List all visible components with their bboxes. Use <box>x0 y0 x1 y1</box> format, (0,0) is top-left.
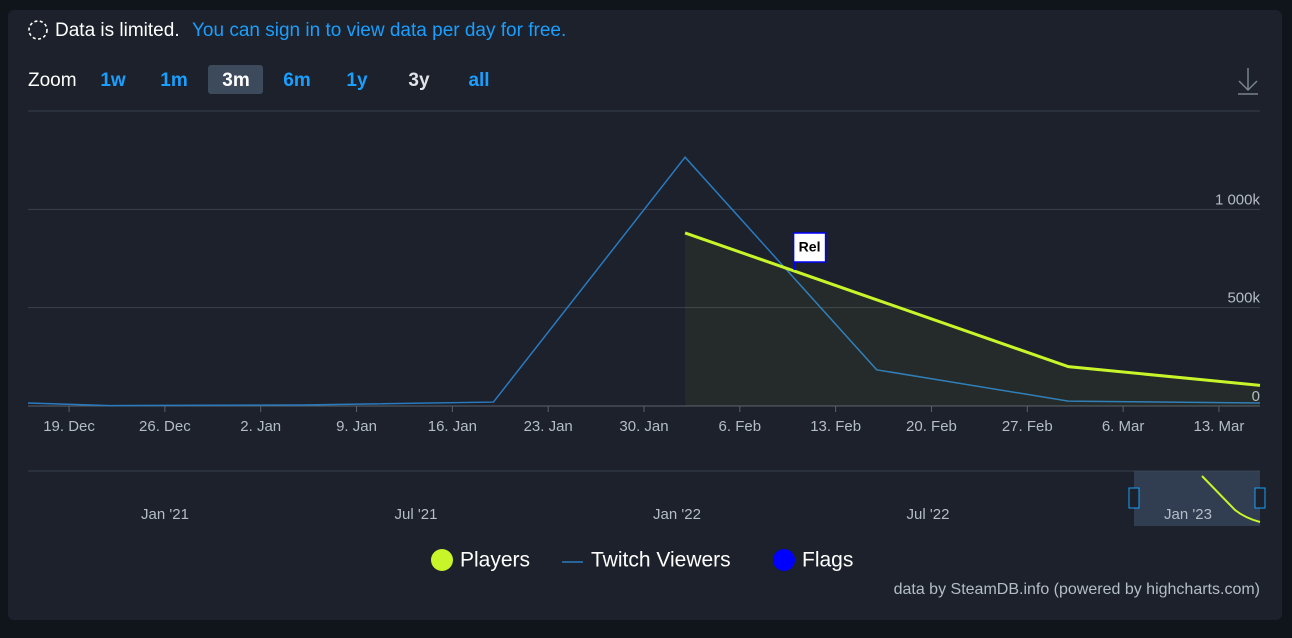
x-tick-label: 23. Jan <box>524 418 573 435</box>
flag-label: Rel <box>799 239 821 255</box>
x-tick-label: 26. Dec <box>139 418 191 435</box>
zoom-button[interactable]: 3y <box>408 70 430 91</box>
zoom-button[interactable]: 3m <box>222 70 249 91</box>
x-tick-label: 9. Jan <box>336 418 377 435</box>
legend-symbol <box>431 549 453 571</box>
y-tick-label: 0 <box>1252 388 1260 405</box>
navigator-label: Jul '22 <box>907 506 950 523</box>
zoom-label: Zoom <box>28 70 77 91</box>
x-tick-label: 30. Jan <box>619 418 668 435</box>
x-tick-label: 2. Jan <box>240 418 281 435</box>
legend-item[interactable]: Players <box>460 549 530 572</box>
navigator-label: Jan '23 <box>1164 506 1212 523</box>
y-tick-label: 1 000k <box>1215 191 1261 208</box>
legend-item[interactable]: Flags <box>802 549 853 572</box>
navigator-label: Jan '21 <box>141 506 189 523</box>
zoom-button[interactable]: 1y <box>346 70 368 91</box>
panel <box>8 10 1282 620</box>
players-area <box>685 232 1260 406</box>
x-tick-label: 20. Feb <box>906 418 957 435</box>
navigator-handle[interactable] <box>1254 487 1266 509</box>
legend: Players Twitch Viewers Flags <box>431 549 853 572</box>
navigator-line <box>1201 475 1261 523</box>
x-tick-label: 27. Feb <box>1002 418 1053 435</box>
zoom-button[interactable]: 1m <box>160 70 187 91</box>
x-tick-label: 19. Dec <box>43 418 95 435</box>
zoom-button[interactable]: all <box>468 70 489 91</box>
navigator-window[interactable] <box>1134 471 1260 526</box>
download-icon[interactable] <box>1238 68 1258 95</box>
x-tick-label: 13. Feb <box>810 418 861 435</box>
legend-item[interactable]: Twitch Viewers <box>591 549 731 572</box>
flag-box <box>792 232 827 263</box>
series-line <box>684 231 1261 387</box>
legend-symbol <box>773 549 795 571</box>
navigator-label: Jul '21 <box>395 506 438 523</box>
zoom-selected <box>208 65 263 94</box>
notice: Data is limited. <box>55 20 180 41</box>
y-tick-label: 500k <box>1227 290 1260 307</box>
sign-in-link[interactable]: You can sign in to view data per day for… <box>192 20 566 41</box>
limited-icon <box>28 20 48 40</box>
x-tick-label: 16. Jan <box>428 418 477 435</box>
x-tick-label: 6. Feb <box>719 418 762 435</box>
zoom-button[interactable]: 1w <box>100 70 126 91</box>
zoom-button[interactable]: 6m <box>283 70 310 91</box>
credits: data by SteamDB.info (powered by highcha… <box>894 581 1260 598</box>
series-line <box>27 156 1261 407</box>
zoom-buttons: 1w 1m 3m 6m 1y 3y all <box>100 65 490 94</box>
x-tick-label: 6. Mar <box>1102 418 1145 435</box>
navigator-label: Jan '22 <box>653 506 701 523</box>
navigator-handle[interactable] <box>1128 487 1140 509</box>
x-tick-label: 13. Mar <box>1194 418 1245 435</box>
